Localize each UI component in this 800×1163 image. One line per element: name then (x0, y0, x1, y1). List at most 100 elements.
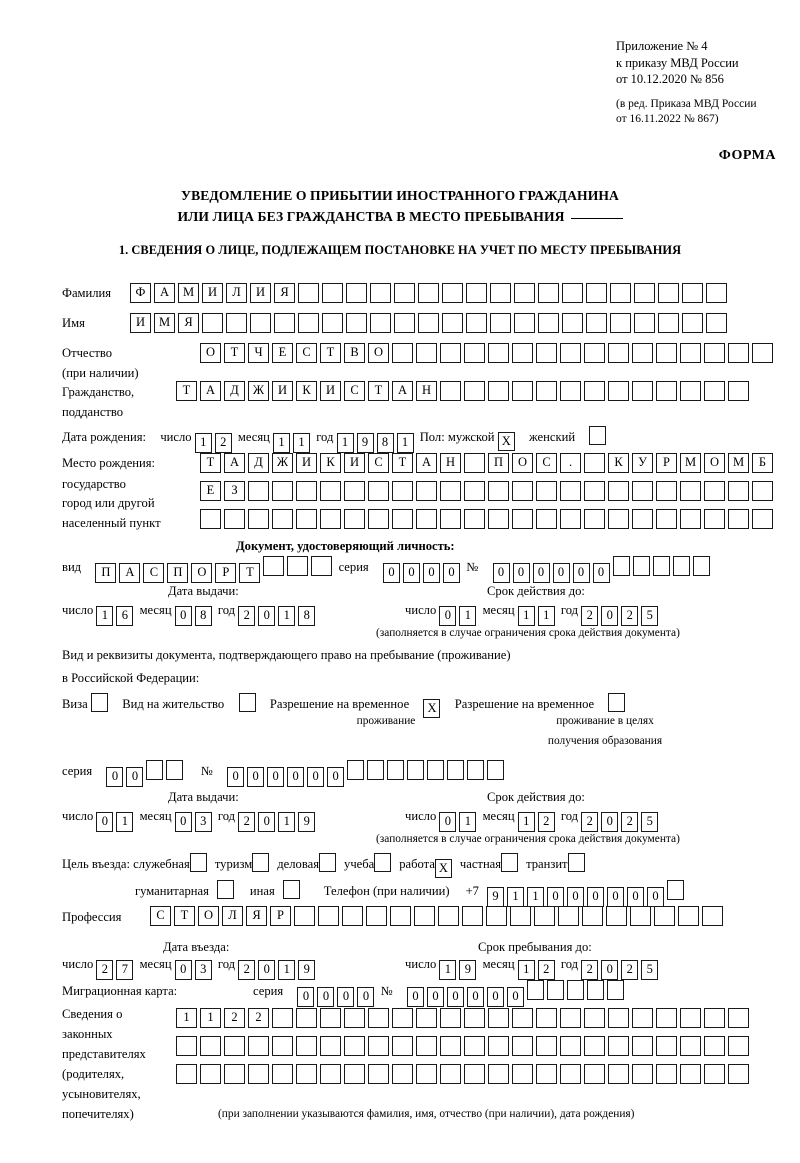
char-cell[interactable] (298, 283, 319, 303)
birthplace-input-row-3[interactable] (200, 509, 776, 529)
char-cell[interactable] (672, 556, 690, 576)
char-cell[interactable]: И (296, 453, 317, 473)
char-cell[interactable]: 0 (174, 812, 192, 832)
char-cell[interactable]: 0 (317, 987, 335, 1007)
char-cell[interactable] (560, 1064, 581, 1084)
char-cell[interactable] (294, 906, 315, 926)
char-cell[interactable]: 0 (267, 767, 285, 787)
char-cell[interactable]: 1 (116, 812, 134, 832)
char-cell[interactable] (536, 509, 557, 529)
char-cell[interactable]: А (154, 283, 175, 303)
char-cell[interactable]: 2 (621, 812, 639, 832)
char-cell[interactable] (680, 1008, 701, 1028)
purpose-option-checkbox[interactable] (189, 853, 207, 872)
char-cell[interactable] (728, 1008, 749, 1028)
char-cell[interactable] (680, 481, 701, 501)
char-cell[interactable] (512, 1008, 533, 1028)
char-cell[interactable] (680, 509, 701, 529)
char-cell[interactable]: Т (320, 343, 341, 363)
char-cell[interactable] (560, 381, 581, 401)
char-cell[interactable] (387, 760, 405, 780)
char-cell[interactable]: Д (224, 381, 245, 401)
char-cell[interactable]: 0 (566, 887, 584, 907)
char-cell[interactable] (427, 760, 445, 780)
char-cell[interactable] (392, 481, 413, 501)
char-cell[interactable]: 1 (517, 606, 535, 626)
char-cell[interactable] (656, 481, 677, 501)
char-cell[interactable] (416, 481, 437, 501)
char-cell[interactable]: 0 (247, 767, 265, 787)
char-cell[interactable]: 3 (194, 960, 212, 980)
char-cell[interactable]: 0 (552, 563, 570, 583)
char-cell[interactable] (440, 343, 461, 363)
char-cell[interactable]: М (680, 453, 701, 473)
char-cell[interactable]: 2 (621, 606, 639, 626)
char-cell[interactable] (200, 509, 221, 529)
char-cell[interactable]: 0 (423, 563, 441, 583)
char-cell[interactable]: 2 (238, 606, 256, 626)
residence-permit-checkbox[interactable] (238, 693, 256, 712)
char-cell[interactable]: 0 (546, 887, 564, 907)
char-cell[interactable] (560, 481, 581, 501)
char-cell[interactable]: 0 (601, 606, 619, 626)
char-cell[interactable] (320, 1036, 341, 1056)
char-cell[interactable] (224, 1064, 245, 1084)
char-cell[interactable] (347, 760, 365, 780)
char-cell[interactable] (464, 509, 485, 529)
char-cell[interactable] (534, 906, 555, 926)
char-cell[interactable] (656, 343, 677, 363)
char-cell[interactable]: О (704, 453, 725, 473)
char-cell[interactable]: Р (656, 453, 677, 473)
education-residence-checkbox[interactable] (608, 693, 626, 712)
char-cell[interactable] (488, 1064, 509, 1084)
char-cell[interactable] (392, 1008, 413, 1028)
char-cell[interactable] (512, 1064, 533, 1084)
char-cell[interactable]: А (392, 381, 413, 401)
char-cell[interactable] (680, 381, 701, 401)
char-cell[interactable]: С (368, 453, 389, 473)
char-cell[interactable] (440, 481, 461, 501)
char-cell[interactable] (728, 381, 749, 401)
char-cell[interactable] (464, 1036, 485, 1056)
char-cell[interactable]: 0 (439, 606, 457, 626)
char-cell[interactable] (368, 1064, 389, 1084)
char-cell[interactable]: 0 (443, 563, 461, 583)
purpose-option-checkbox[interactable] (216, 880, 234, 899)
char-cell[interactable] (512, 1036, 533, 1056)
char-cell[interactable] (634, 313, 655, 333)
char-cell[interactable] (656, 1036, 677, 1056)
char-cell[interactable]: С (344, 381, 365, 401)
char-cell[interactable] (166, 760, 184, 780)
char-cell[interactable] (464, 1008, 485, 1028)
char-cell[interactable]: К (296, 381, 317, 401)
char-cell[interactable] (466, 283, 487, 303)
char-cell[interactable]: О (368, 343, 389, 363)
char-cell[interactable]: 1 (396, 433, 414, 453)
char-cell[interactable] (632, 1008, 653, 1028)
char-cell[interactable]: Ф (130, 283, 151, 303)
char-cell[interactable]: 0 (592, 563, 610, 583)
char-cell[interactable] (486, 906, 507, 926)
char-cell[interactable] (311, 556, 333, 576)
purpose-option-checkbox[interactable] (252, 853, 270, 872)
sex-male-checkbox[interactable]: X (497, 432, 515, 451)
char-cell[interactable]: 0 (466, 987, 484, 1007)
char-cell[interactable]: 9 (298, 812, 316, 832)
char-cell[interactable] (368, 481, 389, 501)
char-cell[interactable]: 8 (376, 433, 394, 453)
char-cell[interactable]: 0 (357, 987, 375, 1007)
char-cell[interactable] (296, 1036, 317, 1056)
char-cell[interactable]: Т (368, 381, 389, 401)
char-cell[interactable] (704, 381, 725, 401)
char-cell[interactable] (416, 509, 437, 529)
char-cell[interactable] (320, 481, 341, 501)
char-cell[interactable]: 0 (174, 606, 192, 626)
char-cell[interactable] (632, 556, 650, 576)
char-cell[interactable] (728, 509, 749, 529)
char-cell[interactable]: 1 (459, 812, 477, 832)
char-cell[interactable] (464, 453, 485, 473)
